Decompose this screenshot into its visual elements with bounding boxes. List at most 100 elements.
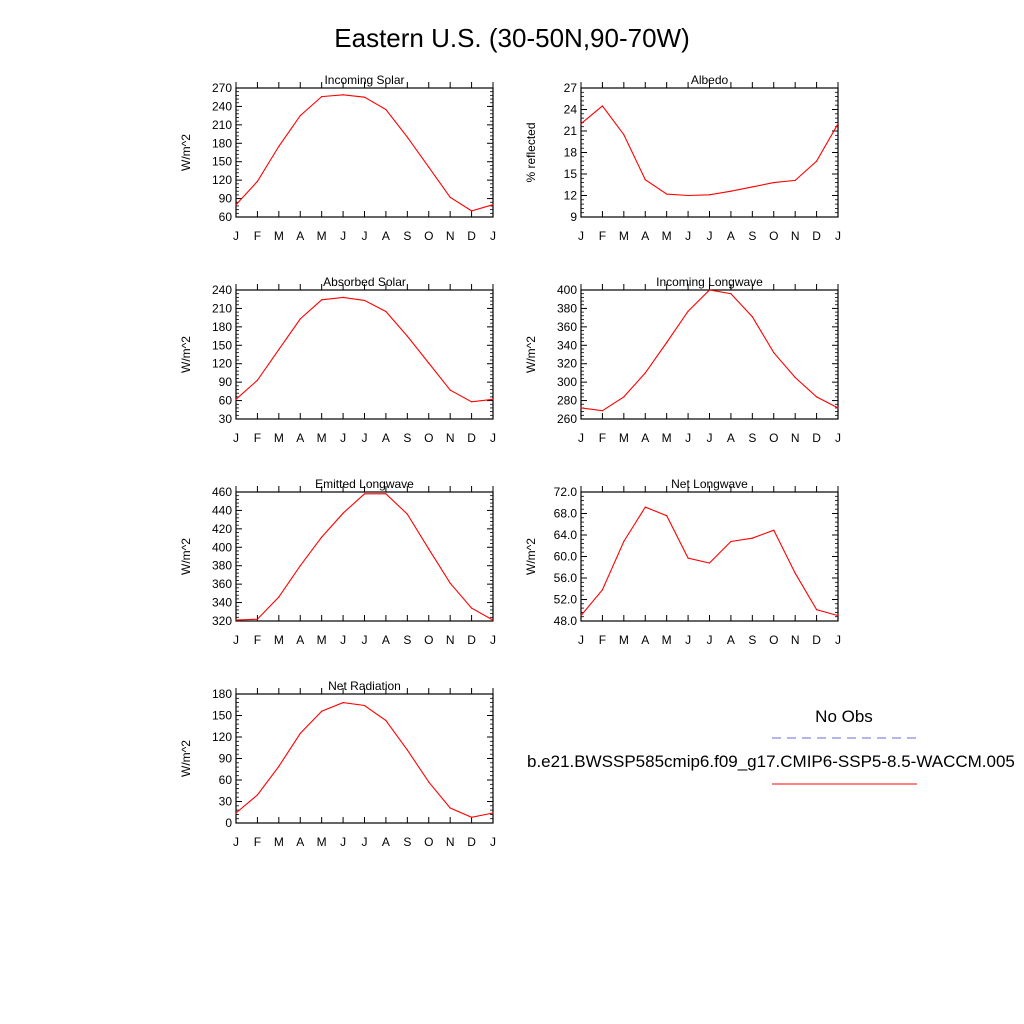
data-point [363, 299, 366, 302]
data-point [385, 493, 387, 495]
data-point [815, 609, 818, 611]
y-tick-label: 340 [557, 338, 577, 352]
data-point [299, 115, 301, 117]
y-tick-label: 280 [557, 394, 577, 408]
y-tick-label: 300 [557, 375, 577, 389]
y-tick-label: 180 [212, 320, 232, 334]
y-tick-label: 260 [557, 412, 577, 426]
data-point [666, 341, 668, 344]
x-tick-label: J [340, 633, 346, 647]
x-tick-label: J [362, 633, 368, 647]
x-tick-label: A [727, 633, 735, 647]
x-tick-label: M [274, 633, 284, 647]
data-point [278, 348, 280, 351]
x-tick-label: O [424, 835, 433, 849]
data-point [363, 96, 366, 98]
y-tick-label: 210 [212, 118, 232, 132]
y-tick-label: 360 [557, 320, 577, 334]
data-point [278, 145, 280, 147]
x-tick-label: D [812, 229, 821, 243]
y-tick-label: 52.0 [554, 593, 578, 607]
data-point [428, 781, 430, 783]
data-point [321, 536, 323, 538]
chart-panels: Incoming SolarW/m^2609012015018021024027… [179, 73, 841, 849]
y-tick-label: 72.0 [554, 485, 578, 499]
x-tick-label: M [274, 229, 284, 243]
data-point [794, 572, 796, 574]
data-point [644, 506, 646, 508]
data-point [837, 615, 839, 617]
x-tick-label: D [467, 431, 476, 445]
y-tick-label: 60 [219, 394, 233, 408]
data-point [342, 702, 344, 704]
series-line [580, 289, 839, 412]
panel-title: Incoming Longwave [656, 275, 763, 289]
y-tick-label: 150 [212, 155, 232, 169]
x-tick-label: J [685, 229, 691, 243]
y-tick-label: 21 [564, 124, 578, 138]
data-point [385, 310, 387, 313]
x-tick-label: S [748, 431, 756, 445]
data-point [751, 316, 753, 318]
y-axis-label: W/m^2 [179, 740, 193, 777]
data-point [256, 794, 259, 796]
data-point [235, 812, 237, 814]
x-tick-label: O [769, 633, 778, 647]
y-tick-label: 380 [212, 559, 232, 573]
x-tick-label: N [446, 431, 455, 445]
data-point [406, 513, 408, 515]
y-tick-label: 30 [219, 412, 233, 426]
data-point [321, 96, 323, 98]
x-tick-label: S [748, 633, 756, 647]
x-tick-label: A [727, 229, 735, 243]
panel-6: Net Longwave W/m^2 48.0 52.0 56.0 60.0 64.0 68.… [524, 477, 841, 647]
data-point [687, 194, 689, 197]
x-tick-label: J [685, 431, 691, 445]
y-tick-label: 440 [212, 503, 232, 517]
series-line [235, 94, 494, 212]
plot-frame [580, 491, 839, 622]
y-axis-label: W/m^2 [179, 538, 193, 575]
x-tick-label: S [403, 835, 411, 849]
data-point [815, 160, 818, 162]
x-tick-label: D [467, 229, 476, 243]
x-tick-label: A [382, 229, 390, 243]
x-tick-label: J [707, 633, 713, 647]
data-point [278, 596, 280, 598]
x-tick-label: A [296, 431, 304, 445]
y-tick-label: 150 [212, 338, 232, 352]
data-point [363, 704, 366, 707]
data-point [470, 210, 473, 212]
plot-frame [235, 693, 494, 824]
x-tick-label: F [254, 835, 261, 849]
data-point [492, 398, 494, 400]
y-axis-label: W/m^2 [179, 134, 193, 171]
x-tick-label: J [490, 835, 496, 849]
x-tick-label: A [382, 835, 390, 849]
x-tick-label: J [340, 835, 346, 849]
x-tick-label: J [578, 633, 584, 647]
data-point [470, 401, 473, 403]
data-point [794, 376, 796, 379]
x-tick-label: J [835, 229, 841, 243]
x-tick-label: F [599, 431, 606, 445]
y-tick-label: 420 [212, 522, 232, 536]
data-point [321, 299, 323, 301]
x-tick-label: M [619, 229, 629, 243]
data-point [492, 812, 494, 814]
x-tick-label: M [274, 431, 284, 445]
x-tick-label: N [791, 633, 800, 647]
y-tick-label: 120 [212, 357, 232, 371]
x-tick-label: A [727, 431, 735, 445]
y-tick-label: 150 [212, 709, 232, 723]
panel-title: Net Longwave [671, 477, 748, 491]
x-tick-label: F [254, 431, 261, 445]
series-line [580, 506, 839, 617]
x-tick-label: J [340, 431, 346, 445]
x-tick-label: O [424, 633, 433, 647]
data-point [449, 807, 451, 809]
x-tick-label: J [362, 431, 368, 445]
data-point [406, 136, 408, 138]
x-tick-label: F [254, 229, 261, 243]
